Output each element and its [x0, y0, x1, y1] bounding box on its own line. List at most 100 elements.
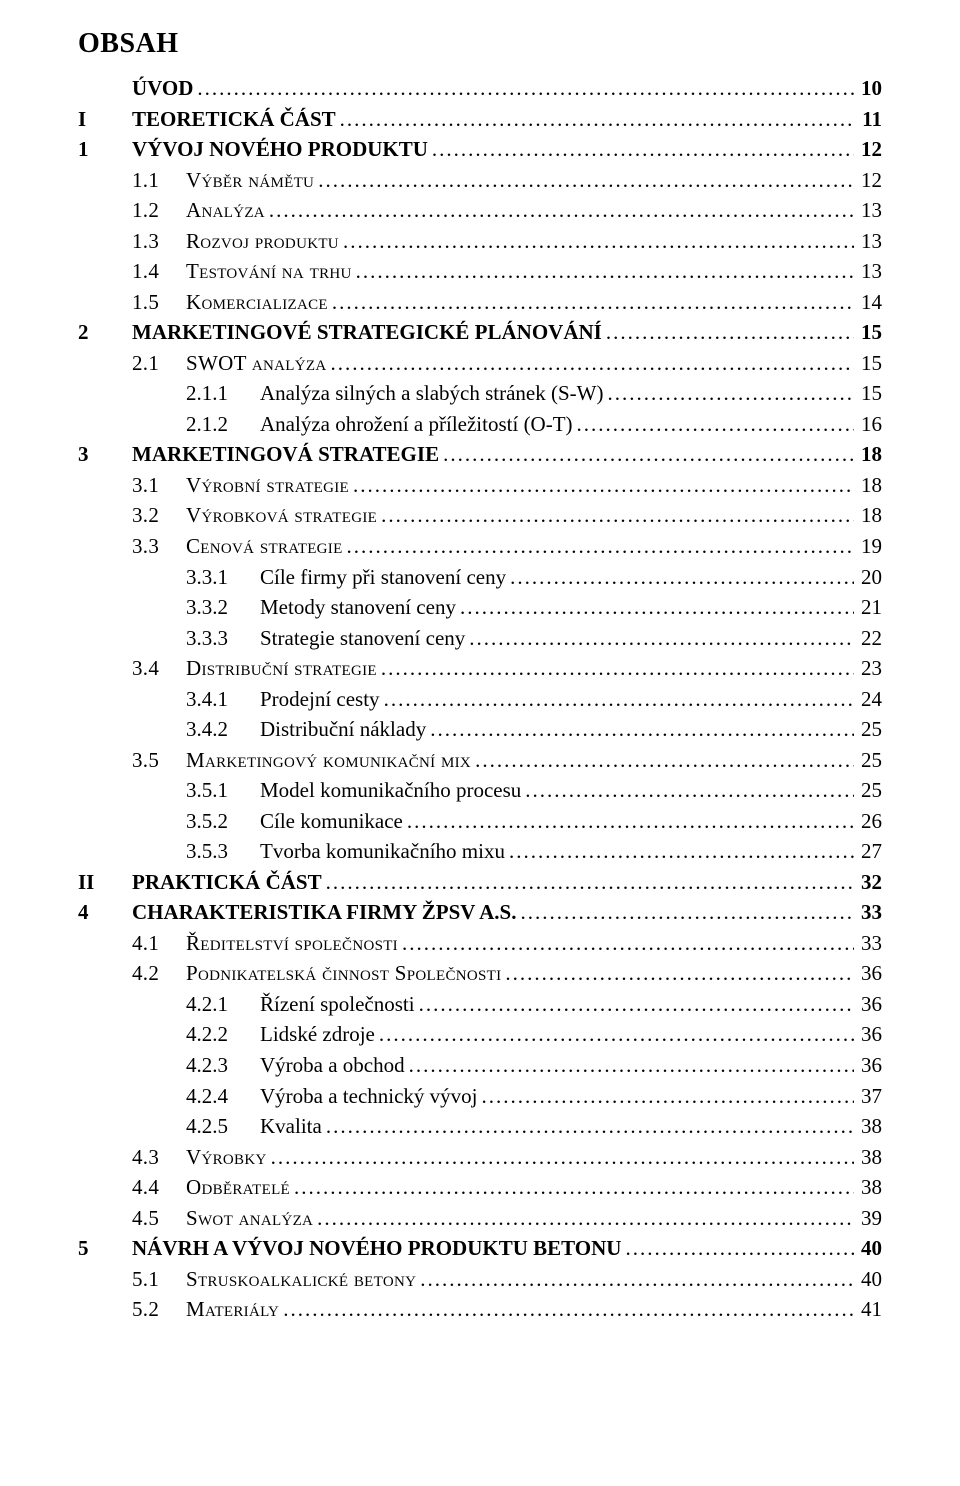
toc-entry: 2.1SWOT analýza15	[78, 349, 882, 377]
toc-entry-label: Distribuční náklady	[260, 715, 426, 743]
toc-entry-page: 27	[854, 837, 882, 865]
toc-entry-label: Analýza silných a slabých stránek (S-W)	[260, 379, 603, 407]
toc-leader-dots	[478, 1082, 854, 1110]
toc-entry-page: 19	[854, 532, 882, 560]
toc-entry-page: 18	[854, 440, 882, 468]
toc-entry-number: 3.2	[132, 501, 186, 529]
toc-leader-dots	[380, 685, 854, 713]
toc-entry-label: Řízení společnosti	[260, 990, 415, 1018]
toc-entry-page: 38	[854, 1143, 882, 1171]
toc-entry-label: Swot analýza	[186, 1204, 313, 1232]
toc-entry: 4.2.3Výroba a obchod36	[78, 1051, 882, 1079]
toc-entry-page: 24	[854, 685, 882, 713]
toc-entry-label: MARKETINGOVÉ STRATEGICKÉ PLÁNOVÁNÍ	[132, 318, 602, 346]
toc-entry-number: 3.4.2	[186, 715, 260, 743]
toc-entry-label: Analýza ohrožení a příležitostí (O-T)	[260, 410, 573, 438]
toc-entry-page: 38	[854, 1173, 882, 1201]
toc-entry-number: 1.2	[132, 196, 186, 224]
toc-title: OBSAH	[78, 28, 882, 60]
toc-entry-page: 12	[854, 135, 882, 163]
toc-entry: 4.3Výrobky38	[78, 1143, 882, 1171]
toc-entry-label: Komercializace	[186, 288, 328, 316]
toc-entry-page: 15	[854, 379, 882, 407]
toc-entry: 3.5.3Tvorba komunikačního mixu27	[78, 837, 882, 865]
toc-entry: 4.1Ředitelství společnosti33	[78, 929, 882, 957]
toc-entry: 3.5.1Model komunikačního procesu25	[78, 776, 882, 804]
toc-entry-number: 2.1.2	[186, 410, 260, 438]
toc-entry-label: Rozvoj produktu	[186, 227, 339, 255]
toc-entry-number: II	[78, 868, 132, 896]
toc-entry-number: 3.1	[132, 471, 186, 499]
toc-leader-dots	[328, 288, 854, 316]
toc-entry-page: 25	[854, 776, 882, 804]
toc-leader-dots	[349, 471, 854, 499]
toc-page: OBSAH ÚVOD10ITEORETICKÁ ČÁST111VÝVOJ NOV…	[0, 0, 960, 1366]
toc-entry: 3.5.2Cíle komunikace 26	[78, 807, 882, 835]
toc-entry-page: 18	[854, 471, 882, 499]
toc-entry-page: 11	[854, 105, 882, 133]
toc-entry-label: Cíle komunikace	[260, 807, 403, 835]
toc-entry-number: 2	[78, 318, 132, 346]
toc-leader-dots	[343, 532, 854, 560]
toc-leader-dots	[456, 593, 854, 621]
toc-entry-number: 4	[78, 898, 132, 926]
toc-entry-number: 1.5	[132, 288, 186, 316]
toc-entry: 4.2.4Výroba a technický vývoj37	[78, 1082, 882, 1110]
toc-entry-page: 26	[854, 807, 882, 835]
toc-entry-number: 1.3	[132, 227, 186, 255]
toc-entry-number: 4.5	[132, 1204, 186, 1232]
toc-entry-label: MARKETINGOVÁ STRATEGIE	[132, 440, 439, 468]
toc-leader-dots	[426, 715, 854, 743]
toc-entry-number: 3.3.3	[186, 624, 260, 652]
toc-entry-label: NÁVRH A VÝVOJ NOVÉHO PRODUKTU BETONU	[132, 1234, 621, 1262]
toc-entry: 3.1Výrobní strategie 18	[78, 471, 882, 499]
toc-entry: 2.1.2Analýza ohrožení a příležitostí (O-…	[78, 410, 882, 438]
toc-entry: 3.4.1Prodejní cesty24	[78, 685, 882, 713]
toc-entry-page: 25	[854, 715, 882, 743]
toc-entry: 5NÁVRH A VÝVOJ NOVÉHO PRODUKTU BETONU40	[78, 1234, 882, 1262]
toc-entry-label: Výrobní strategie	[186, 471, 349, 499]
toc-entry-number: 3.3.2	[186, 593, 260, 621]
toc-leader-dots	[439, 440, 854, 468]
toc-entry-label: Strategie stanovení ceny	[260, 624, 465, 652]
toc-entry-page: 18	[854, 501, 882, 529]
toc-leader-dots	[506, 563, 854, 591]
toc-entry-label: VÝVOJ NOVÉHO PRODUKTU	[132, 135, 428, 163]
toc-leader-dots	[517, 898, 855, 926]
toc-leader-dots	[339, 227, 854, 255]
toc-leader-dots	[313, 1204, 854, 1232]
toc-entry-page: 36	[854, 1020, 882, 1048]
toc-entry: 4.4Odběratelé38	[78, 1173, 882, 1201]
toc-entry-number: 3	[78, 440, 132, 468]
toc-entry-number: 3.5.2	[186, 807, 260, 835]
toc-entry-page: 15	[854, 349, 882, 377]
toc-entry: ITEORETICKÁ ČÁST11	[78, 105, 882, 133]
toc-entry: 1.1Výběr námětu12	[78, 166, 882, 194]
toc-entry-number: 3.4	[132, 654, 186, 682]
toc-entry: 3.5Marketingový komunikační mix25	[78, 746, 882, 774]
toc-entry-page: 39	[854, 1204, 882, 1232]
toc-entry-number: 4.2.4	[186, 1082, 260, 1110]
toc-entry-page: 40	[854, 1265, 882, 1293]
toc-leader-dots	[602, 318, 854, 346]
toc-leader-dots	[416, 1265, 854, 1293]
toc-entry-label: Testování na trhu	[186, 257, 352, 285]
toc-entry: 5.2Materiály41	[78, 1295, 882, 1323]
toc-entry: 4.2Podnikatelská činnost Společnosti36	[78, 959, 882, 987]
toc-entry: 3.3.3Strategie stanovení ceny22	[78, 624, 882, 652]
toc-entry-page: 40	[854, 1234, 882, 1262]
toc-entry: 4.5Swot analýza 39	[78, 1204, 882, 1232]
toc-entry: 3.2Výrobková strategie18	[78, 501, 882, 529]
toc-entry: 1.2Analýza13	[78, 196, 882, 224]
toc-entry: 1.3Rozvoj produktu13	[78, 227, 882, 255]
toc-leader-dots	[314, 166, 854, 194]
toc-entry-page: 20	[854, 563, 882, 591]
toc-entry-number: 3.5	[132, 746, 186, 774]
toc-leader-dots	[405, 1051, 854, 1079]
toc-entry-page: 21	[854, 593, 882, 621]
toc-leader-dots	[621, 1234, 854, 1262]
toc-entry: 1.5Komercializace14	[78, 288, 882, 316]
toc-entry: 2MARKETINGOVÉ STRATEGICKÉ PLÁNOVÁNÍ15	[78, 318, 882, 346]
toc-entry: ÚVOD10	[78, 74, 882, 102]
toc-entry-page: 33	[854, 898, 882, 926]
